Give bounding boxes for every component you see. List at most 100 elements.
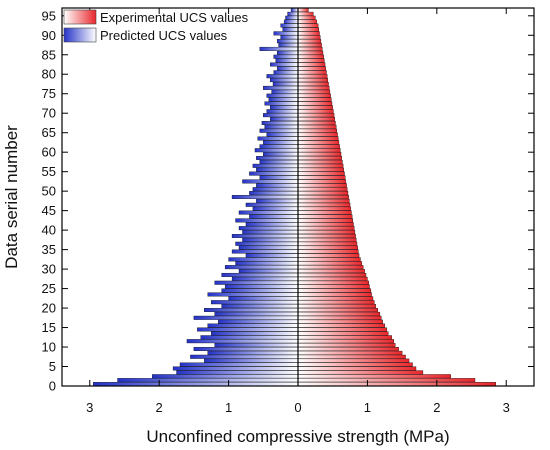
experimental-bar <box>297 292 372 297</box>
experimental-bar <box>297 82 329 86</box>
predicted-bar <box>252 206 299 211</box>
predicted-bar <box>259 175 299 180</box>
x-tick-label: 1 <box>225 400 232 415</box>
predicted-bar <box>264 124 299 129</box>
experimental-bar <box>297 35 321 40</box>
experimental-bar <box>297 350 403 355</box>
predicted-bar <box>275 58 299 63</box>
predicted-bar <box>270 62 299 67</box>
experimental-bar <box>297 144 340 149</box>
experimental-bar <box>297 39 322 44</box>
predicted-bar <box>231 234 299 238</box>
experimental-bar <box>297 43 322 47</box>
predicted-bar <box>287 11 299 16</box>
x-tick-label: 3 <box>503 400 510 415</box>
predicted-bar <box>249 191 299 196</box>
predicted-bar <box>214 343 299 348</box>
experimental-bar <box>297 191 349 196</box>
experimental-bar <box>297 234 356 238</box>
predicted-bar <box>235 261 299 266</box>
experimental-bar <box>297 206 351 211</box>
predicted-bar <box>270 78 299 83</box>
experimental-bar <box>297 257 361 262</box>
experimental-bar <box>297 327 388 332</box>
legend: Experimental UCS values Predicted UCS va… <box>63 9 249 43</box>
predicted-bar <box>242 179 299 184</box>
experimental-bar <box>297 226 355 231</box>
predicted-bar <box>263 113 299 118</box>
x-tick-label: 2 <box>156 400 163 415</box>
y-tick-label: 35 <box>42 242 56 257</box>
predicted-bar <box>256 183 299 188</box>
predicted-bar <box>259 46 299 51</box>
y-axis-title: Data serial number <box>2 125 21 269</box>
experimental-bar <box>297 117 335 122</box>
experimental-bar <box>297 253 360 258</box>
predicted-bar <box>280 23 299 28</box>
predicted-bar <box>266 93 299 98</box>
x-axis-ticks: 3 2 1 0 1 2 3 <box>86 8 510 415</box>
predicted-bar <box>278 43 299 47</box>
y-tick-label: 25 <box>42 281 56 296</box>
predicted-bar <box>263 140 299 145</box>
experimental-bar <box>297 85 330 90</box>
x-tick-label: 3 <box>86 400 93 415</box>
predicted-bar <box>204 358 299 363</box>
predicted-bar <box>238 226 299 231</box>
experimental-bar <box>297 230 356 235</box>
experimental-bar <box>297 347 399 351</box>
predicted-bar <box>257 136 299 141</box>
predicted-bar <box>259 159 299 164</box>
experimental-bar <box>297 315 382 320</box>
experimental-bar <box>297 163 344 168</box>
experimental-bar <box>297 195 349 199</box>
experimental-bar <box>297 331 389 336</box>
predicted-bar <box>252 187 299 192</box>
experimental-bar <box>297 54 324 59</box>
experimental-bar <box>297 210 352 215</box>
experimental-bar <box>297 124 337 129</box>
experimental-bar <box>297 105 333 110</box>
experimental-bar <box>297 319 383 324</box>
predicted-bar <box>256 156 299 160</box>
predicted-series-bars <box>93 7 299 387</box>
experimental-bar <box>297 156 342 160</box>
experimental-bar <box>297 27 319 32</box>
experimental-bar <box>297 132 338 137</box>
predicted-bar <box>249 214 299 219</box>
predicted-bar <box>263 85 299 90</box>
experimental-bar <box>297 218 354 223</box>
experimental-bar <box>297 276 368 281</box>
experimental-bar <box>297 62 326 67</box>
experimental-bar <box>297 245 358 250</box>
experimental-bar <box>297 202 351 207</box>
y-tick-label: 75 <box>42 86 56 101</box>
predicted-bar <box>242 230 299 235</box>
x-tick-label: 0 <box>294 400 301 415</box>
y-tick-label: 30 <box>42 262 56 277</box>
predicted-bar <box>285 15 299 20</box>
y-tick-label: 85 <box>42 47 56 62</box>
experimental-bar <box>297 7 309 12</box>
y-tick-label: 60 <box>42 145 56 160</box>
y-tick-label: 80 <box>42 67 56 82</box>
experimental-bar <box>297 374 451 379</box>
predicted-bar <box>221 288 299 293</box>
predicted-bar <box>176 370 299 375</box>
y-tick-label: 95 <box>42 8 56 23</box>
experimental-bar <box>297 23 319 28</box>
predicted-bar <box>197 327 299 332</box>
predicted-bar <box>245 253 299 258</box>
y-tick-label: 5 <box>49 359 56 374</box>
predicted-bar <box>221 272 299 277</box>
predicted-bar <box>270 105 299 110</box>
x-axis-title: Unconfined compressive strength (MPa) <box>146 427 449 446</box>
predicted-bar <box>117 378 299 383</box>
experimental-bar <box>297 311 381 316</box>
experimental-bar <box>297 249 359 254</box>
predicted-bar <box>186 339 299 344</box>
predicted-bar <box>254 148 299 153</box>
predicted-bar <box>93 382 299 387</box>
experimental-bar <box>297 101 333 106</box>
